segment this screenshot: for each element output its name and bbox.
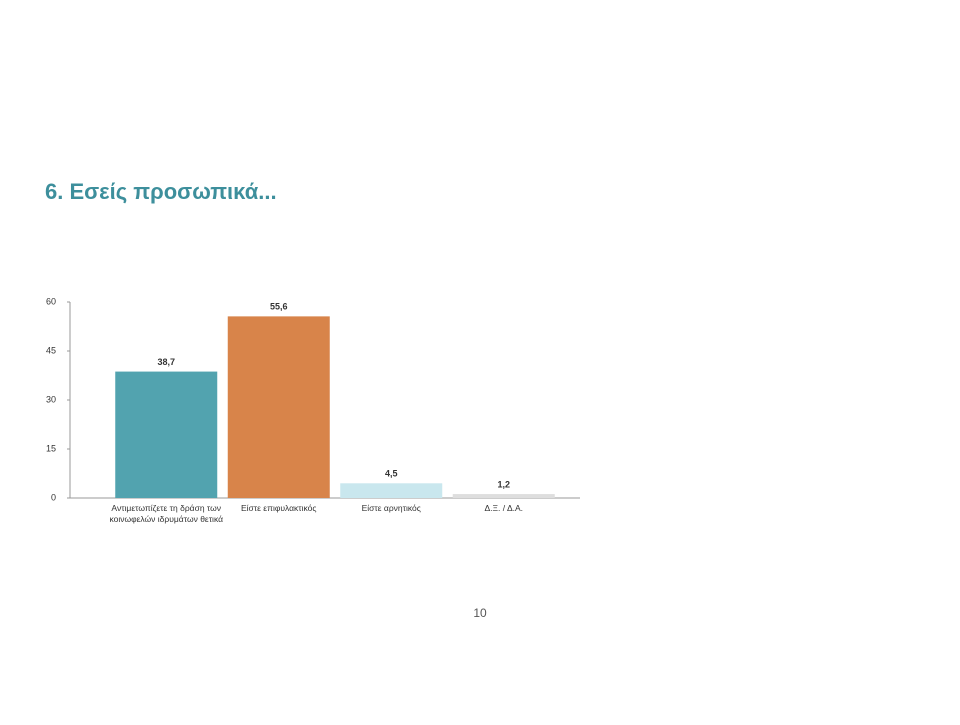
bar [340,483,443,498]
y-tick-label: 60 [46,296,56,306]
y-tick-label: 15 [46,443,56,453]
x-tick-label-box: Δ.Ξ. / Δ.Α. [484,503,524,513]
x-tick-label: Δ.Ξ. / Δ.Α. [484,503,524,513]
page-number: 10 [473,606,487,620]
x-tick-label: Αντιμετωπίζετε τη δράση των κοινωφελών ι… [109,503,224,524]
slide-title: 6. Εσείς προσωπικά... [45,179,277,204]
x-tick-label-box: Είστε επιφυλακτικός [240,503,317,513]
value-label: 4,5 [385,469,398,479]
bar [227,316,330,498]
x-tick-label: Είστε επιφυλακτικός [240,503,317,513]
bar [115,371,218,498]
value-label: 38,7 [157,357,175,367]
y-tick-label: 45 [46,345,56,355]
x-tick-label: Είστε αρνητικός [361,503,421,513]
x-tick-label-box: Αντιμετωπίζετε τη δράση των κοινωφελών ι… [109,503,224,524]
value-label: 55,6 [270,302,288,312]
bar [452,494,555,498]
x-tick-label-box: Είστε αρνητικός [361,503,421,513]
y-tick-label: 30 [46,394,56,404]
y-tick-label: 0 [51,492,56,502]
value-label: 1,2 [497,479,510,489]
